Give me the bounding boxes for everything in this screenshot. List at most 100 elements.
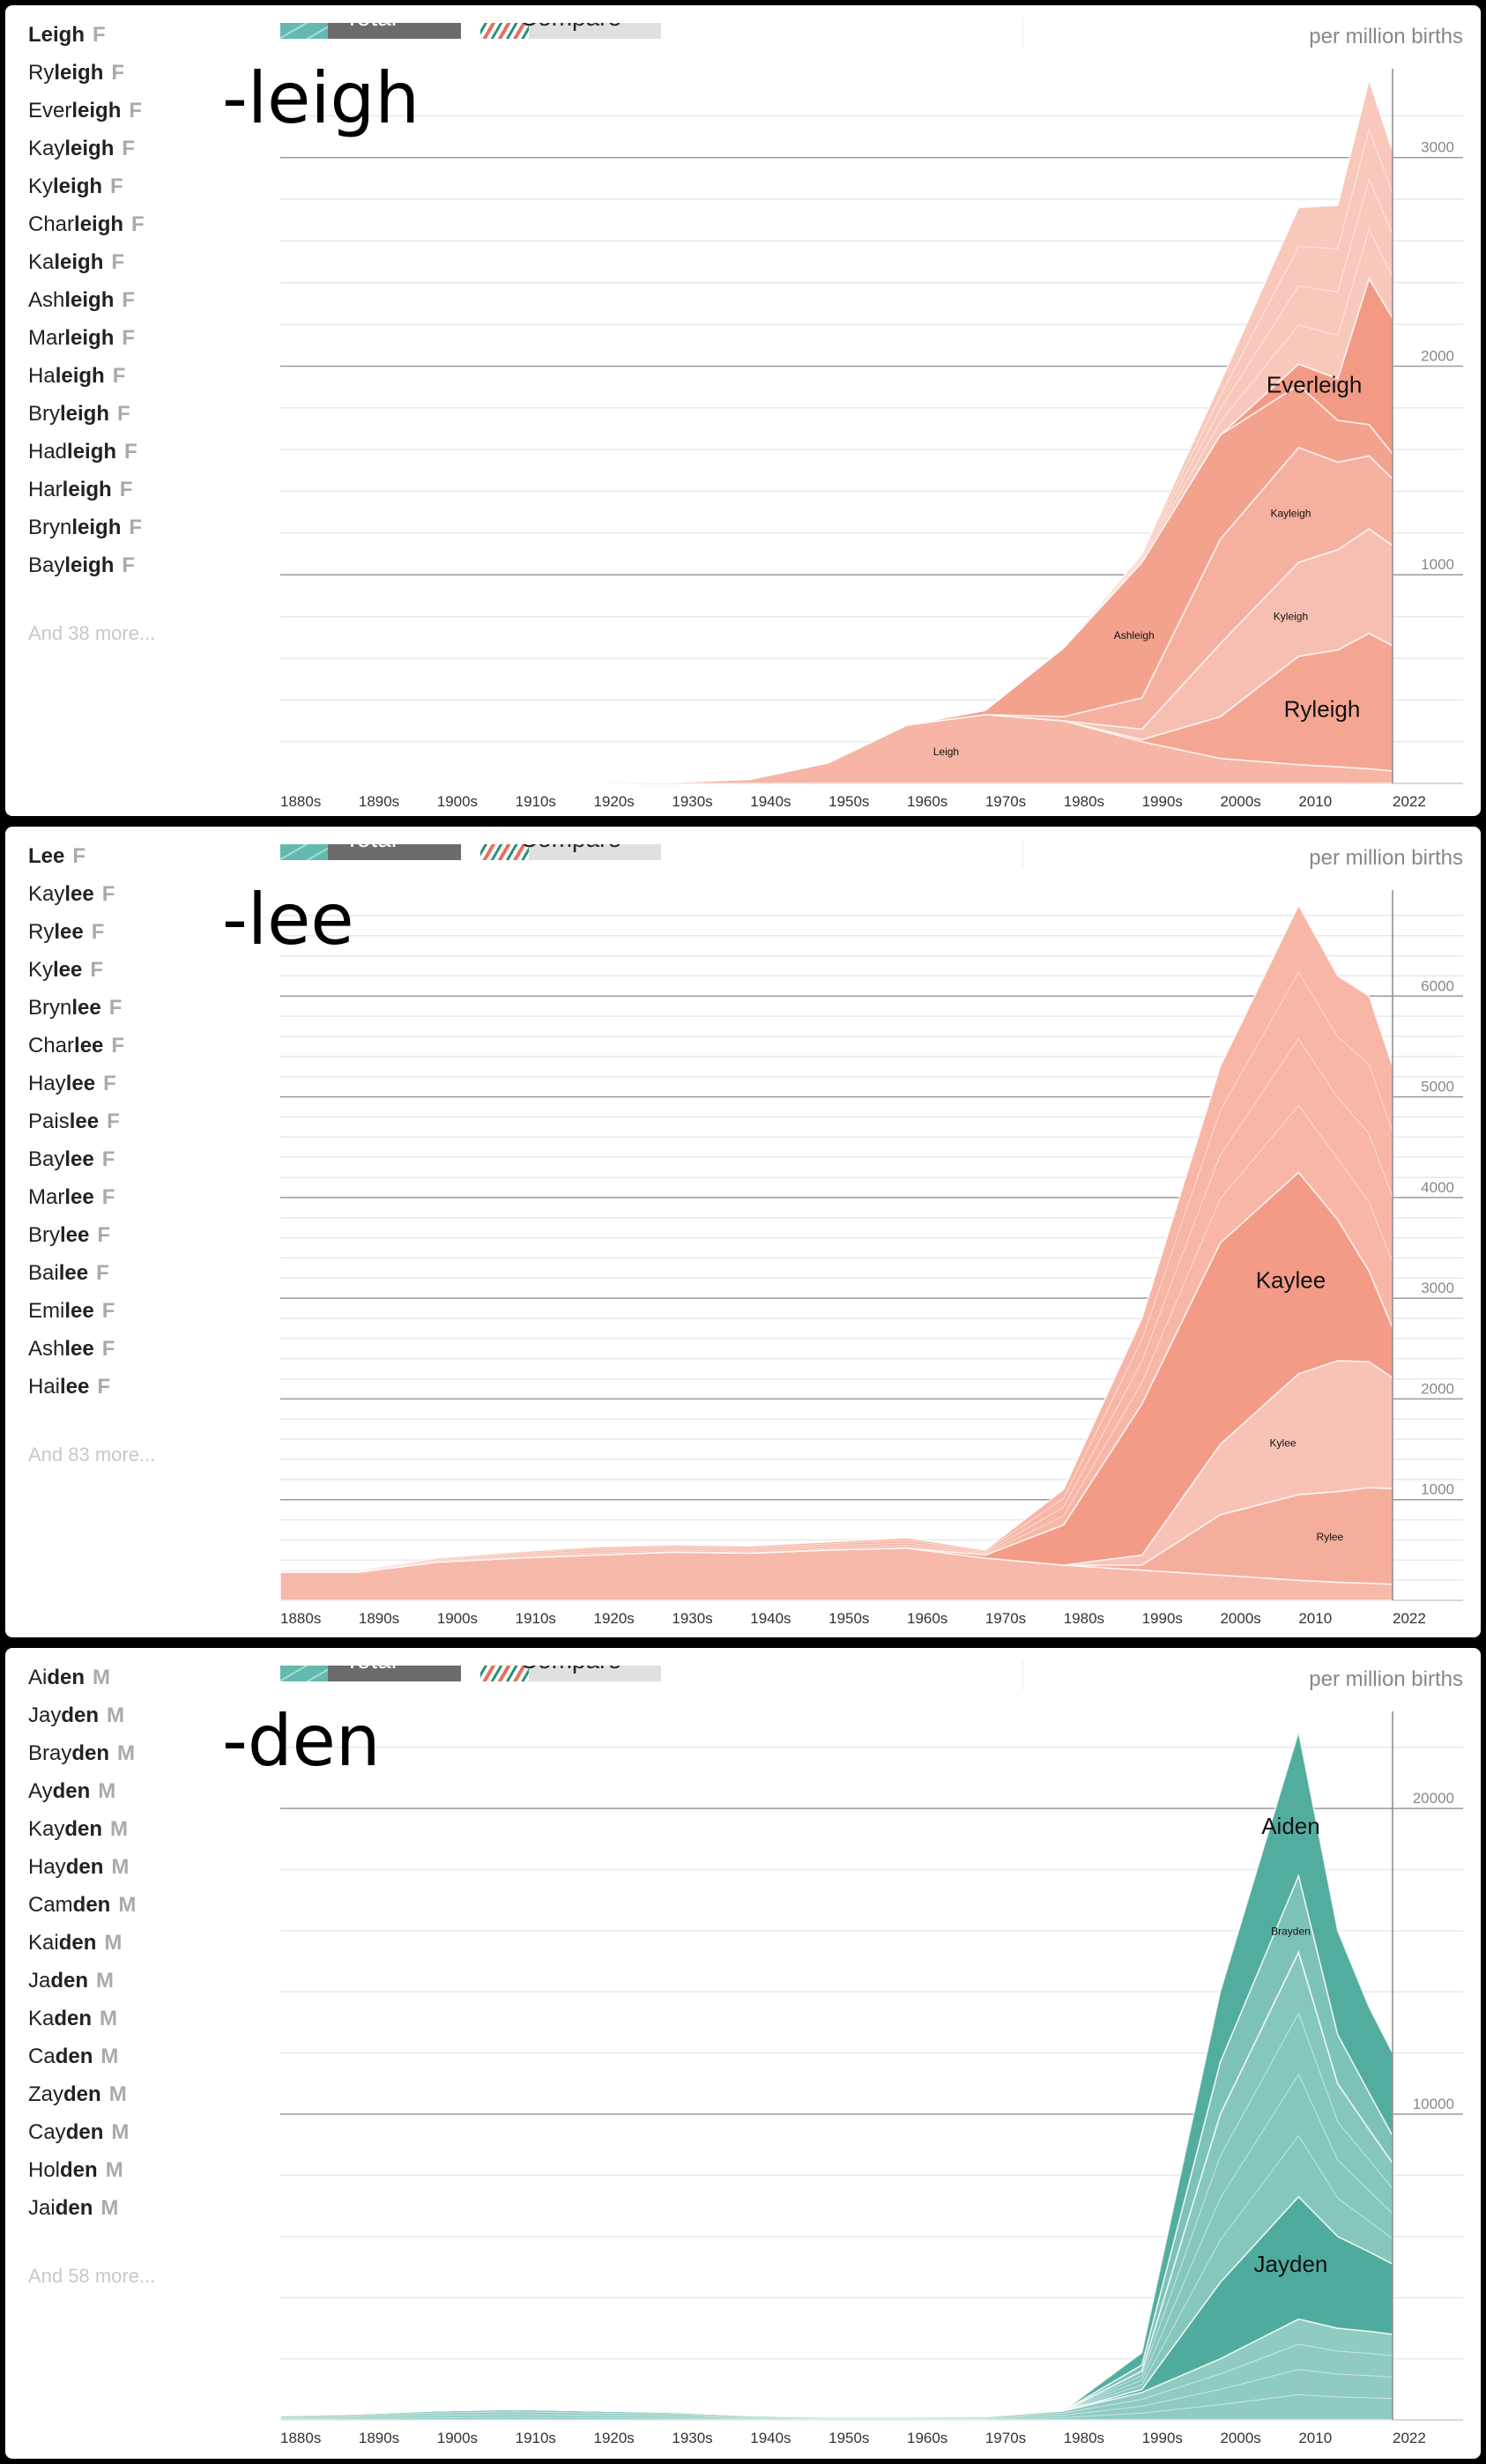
name-suffix: leigh bbox=[71, 99, 122, 122]
name-list-item[interactable]: Ashlee F bbox=[28, 1330, 124, 1368]
name-prefix: Mar bbox=[28, 1185, 65, 1209]
name-suffix: den bbox=[47, 1666, 85, 1689]
name-list-item[interactable]: Bryleigh F bbox=[28, 395, 145, 433]
name-list-item[interactable]: Bayleigh F bbox=[28, 546, 145, 584]
compare-swatch-icon bbox=[480, 844, 529, 860]
gender-badge: F bbox=[129, 99, 143, 122]
more-names-link[interactable]: And 58 more... bbox=[28, 2265, 156, 2287]
gender-badge: M bbox=[118, 1893, 137, 1917]
gender-badge: F bbox=[101, 1299, 115, 1323]
name-list-item[interactable]: Hailee F bbox=[28, 1368, 124, 1406]
gender-badge: M bbox=[98, 1779, 116, 1803]
name-list-item[interactable]: Camden M bbox=[28, 1886, 136, 1924]
name-list-item[interactable]: Haylee F bbox=[28, 1065, 124, 1102]
name-prefix: Bryn bbox=[28, 516, 72, 539]
y-tick-label: 4000 bbox=[1421, 1179, 1454, 1196]
name-prefix: Hay bbox=[28, 1855, 66, 1879]
name-prefix: Kay bbox=[28, 882, 65, 906]
name-list-item[interactable]: Lee F bbox=[28, 837, 124, 875]
name-list-item[interactable]: Kyleigh F bbox=[28, 167, 145, 205]
stream-sublayer-line bbox=[279, 2369, 1393, 2419]
name-list-item[interactable]: Ayden M bbox=[28, 1772, 136, 1810]
name-list-item[interactable]: Hayden M bbox=[28, 1848, 136, 1886]
name-list-item[interactable]: Charlee F bbox=[28, 1027, 124, 1065]
name-list-item[interactable]: Jaiden M bbox=[28, 2189, 136, 2227]
name-list-item[interactable]: Kayden M bbox=[28, 1810, 136, 1848]
name-list-item[interactable]: Kaleigh F bbox=[28, 243, 145, 281]
name-prefix: Ha bbox=[28, 364, 56, 388]
name-list-item[interactable]: Kaden M bbox=[28, 2000, 136, 2037]
name-suffix: leigh bbox=[71, 516, 122, 539]
name-suffix: den bbox=[50, 1969, 89, 1993]
name-list-item[interactable]: Harleigh F bbox=[28, 471, 145, 508]
gender-badge: F bbox=[124, 440, 137, 464]
name-list-item[interactable]: Holden M bbox=[28, 2151, 136, 2189]
compare-toggle[interactable]: Compare bbox=[480, 844, 661, 860]
name-list-item[interactable]: Bailee F bbox=[28, 1254, 124, 1292]
name-list-item[interactable]: Brynlee F bbox=[28, 989, 124, 1027]
stream-label: Everleigh bbox=[1267, 371, 1362, 397]
name-list-item[interactable]: Emilee F bbox=[28, 1292, 124, 1330]
x-tick-label: 1950s bbox=[828, 1610, 869, 1627]
name-list-item[interactable]: Caden M bbox=[28, 2037, 136, 2075]
total-toggle[interactable]: Total bbox=[280, 23, 461, 39]
panel-content: Leigh F Ryleigh F Everleigh F Kayleigh F Kyleigh… bbox=[5, 5, 1481, 816]
name-list-item[interactable]: Zayden M bbox=[28, 2075, 136, 2113]
x-tick-label: 2022 bbox=[1393, 1610, 1426, 1627]
name-list-item[interactable]: Kaiden M bbox=[28, 1924, 136, 1962]
name-list-item[interactable]: Kaylee F bbox=[28, 875, 124, 913]
name-list-item[interactable]: Ryleigh F bbox=[28, 54, 145, 92]
name-list-item[interactable]: Brylee F bbox=[28, 1216, 124, 1254]
total-toggle[interactable]: Total bbox=[280, 1666, 461, 1681]
name-list-item[interactable]: Brayden M bbox=[28, 1734, 136, 1772]
panel-content: Aiden M Jayden M Brayden M Ayden M Kayden M Hayden… bbox=[5, 1648, 1481, 2459]
name-list-item[interactable]: Leigh F bbox=[28, 16, 145, 54]
panel-leigh: Leigh F Ryleigh F Everleigh F Kayleigh F Kyleigh… bbox=[0, 0, 1486, 821]
name-list-item[interactable]: Everleigh F bbox=[28, 92, 145, 130]
name-list-item[interactable]: Haleigh F bbox=[28, 357, 145, 395]
name-prefix: Char bbox=[28, 1034, 75, 1058]
name-list-item[interactable]: Jaden M bbox=[28, 1962, 136, 2000]
name-list-item[interactable]: Aiden M bbox=[28, 1659, 136, 1696]
name-list-item[interactable]: Jayden M bbox=[28, 1696, 136, 1734]
name-list-item[interactable]: Cayden M bbox=[28, 2113, 136, 2151]
compare-toggle[interactable]: Compare bbox=[480, 1666, 661, 1681]
x-tick-label: 1910s bbox=[516, 2430, 556, 2446]
name-prefix: Ky bbox=[28, 958, 54, 982]
x-tick-label: 1940s bbox=[750, 2430, 791, 2446]
x-tick-label: 2010 bbox=[1298, 2430, 1332, 2446]
total-toggle[interactable]: Total bbox=[280, 844, 461, 860]
total-swatch-icon bbox=[280, 844, 328, 860]
name-list-item[interactable]: Marleigh F bbox=[28, 319, 145, 357]
x-tick-label: 2000s bbox=[1220, 2430, 1260, 2446]
name-list-item[interactable]: Ashleigh F bbox=[28, 281, 145, 319]
compare-label: Compare bbox=[480, 1666, 661, 1674]
stream-sublayer-line bbox=[279, 2343, 1393, 2418]
name-list-item[interactable]: Marlee F bbox=[28, 1178, 124, 1216]
name-list-item[interactable]: Paislee F bbox=[28, 1102, 124, 1140]
name-list-item[interactable]: Hadleigh F bbox=[28, 433, 145, 471]
name-list-item[interactable]: Brynleigh F bbox=[28, 508, 145, 546]
name-suffix: lee bbox=[64, 1299, 94, 1323]
y-tick-label: 3000 bbox=[1421, 1280, 1454, 1296]
x-tick-label: 1930s bbox=[672, 2430, 712, 2446]
more-names-link[interactable]: And 83 more... bbox=[28, 1444, 156, 1466]
compare-toggle[interactable]: Compare bbox=[480, 23, 661, 39]
gender-badge: F bbox=[112, 364, 126, 388]
total-label: Total bbox=[280, 844, 461, 853]
gender-badge: M bbox=[100, 2007, 118, 2030]
name-prefix: Had bbox=[28, 440, 68, 464]
x-tick-label: 1890s bbox=[359, 2430, 399, 2446]
name-list-item[interactable]: Rylee F bbox=[28, 913, 124, 951]
gender-badge: M bbox=[108, 2082, 127, 2106]
name-list-item[interactable]: Kayleigh F bbox=[28, 130, 145, 167]
name-suffix: den bbox=[61, 1703, 100, 1727]
gender-badge: M bbox=[93, 1666, 111, 1689]
name-prefix: Ky bbox=[28, 174, 54, 198]
name-list-item[interactable]: Charleigh F bbox=[28, 205, 145, 243]
name-list-item[interactable]: Baylee F bbox=[28, 1140, 124, 1178]
name-suffix: den bbox=[55, 2196, 93, 2220]
more-names-link[interactable]: And 38 more... bbox=[28, 622, 156, 644]
name-list-item[interactable]: Kylee F bbox=[28, 951, 124, 989]
y-tick-label: 1000 bbox=[1421, 556, 1454, 573]
